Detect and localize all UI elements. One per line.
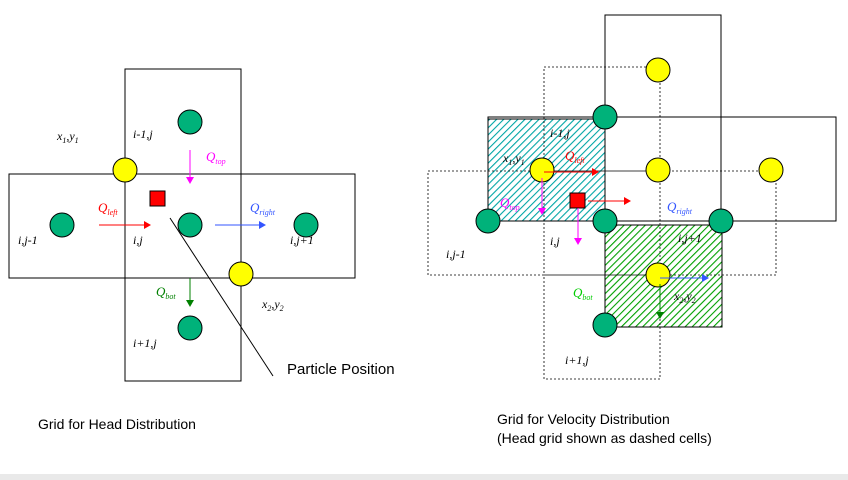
head-grid-cells bbox=[8, 68, 356, 382]
velocity-node-3 bbox=[592, 208, 618, 234]
node-left bbox=[49, 212, 75, 238]
velocity-corner-label-x1y1: x1,y1 bbox=[502, 151, 525, 167]
velocity-node-4 bbox=[708, 208, 734, 234]
velocity-cell-label-left: i,j-1 bbox=[446, 247, 466, 261]
velocity-corner-node-5 bbox=[645, 262, 671, 288]
corner-label-x2y2: x2,y2 bbox=[261, 297, 284, 313]
velocity-q-bot-label: Qbot bbox=[573, 285, 593, 302]
velocity-node-1 bbox=[592, 104, 618, 130]
velocity-particle-marker bbox=[569, 192, 586, 209]
velocity-q-top-label: Qtop bbox=[500, 195, 520, 212]
node-top bbox=[177, 109, 203, 135]
particle-pointer-line bbox=[169, 217, 274, 377]
particle-marker bbox=[149, 190, 166, 207]
dashed-cell-bottom bbox=[543, 274, 661, 380]
corner-node-x2y2 bbox=[228, 261, 254, 287]
head-grid-caption: Grid for Head Distribution bbox=[38, 416, 196, 432]
velocity-corner-label-x2y2: x2,y2 bbox=[673, 289, 696, 305]
velocity-q-left-label: Qleft bbox=[565, 148, 585, 165]
q-top-label: Qtop bbox=[206, 149, 226, 166]
head-grid-diagram: i-1,j i,j-1 i,j i,j+1 i+1,j x1,y1 x2,y2 … bbox=[8, 68, 395, 432]
cell-label-center: i,j bbox=[133, 233, 143, 247]
velocity-corner-node-4 bbox=[758, 157, 784, 183]
dashed-head-grid bbox=[427, 66, 777, 380]
bottom-strip bbox=[0, 474, 848, 480]
q-left-label: Qleft bbox=[98, 200, 118, 217]
corner-label-x1y1: x1,y1 bbox=[56, 129, 79, 145]
velocity-q-right-label: Qright bbox=[667, 199, 693, 216]
q-bot-label: Qbot bbox=[156, 284, 176, 301]
velocity-cell-label-bottom: i+1,j bbox=[565, 353, 589, 367]
node-bottom bbox=[177, 315, 203, 341]
cell-label-top: i-1,j bbox=[133, 127, 153, 141]
velocity-grid-caption-line1: Grid for Velocity Distribution bbox=[497, 411, 670, 427]
velocity-grid-diagram: i-1,j i,j-1 i,j i,j+1 i+1,j x1,y1 x2,y2 … bbox=[427, 14, 837, 446]
q-right-label: Qright bbox=[250, 200, 276, 217]
cell-bottom bbox=[124, 277, 242, 382]
node-right bbox=[293, 212, 319, 238]
velocity-cell-label-top: i-1,j bbox=[550, 126, 570, 140]
velocity-corner-node-3 bbox=[645, 157, 671, 183]
cell-label-bottom: i+1,j bbox=[133, 336, 157, 350]
cell-label-right: i,j+1 bbox=[290, 233, 314, 247]
velocity-cell-label-right: i,j+1 bbox=[678, 231, 702, 245]
cell-label-left: i,j-1 bbox=[18, 233, 38, 247]
velocity-cell-label-center: i,j bbox=[550, 234, 560, 248]
velocity-grid-cells bbox=[487, 14, 837, 222]
velocity-node-5 bbox=[592, 312, 618, 338]
node-center bbox=[177, 212, 203, 238]
particle-position-label: Particle Position bbox=[287, 361, 395, 378]
velocity-cell-row bbox=[487, 116, 837, 222]
corner-node-x1y1 bbox=[112, 157, 138, 183]
velocity-node-2 bbox=[475, 208, 501, 234]
velocity-grid-caption-line2: (Head grid shown as dashed cells) bbox=[497, 430, 712, 446]
velocity-corner-node-1 bbox=[645, 57, 671, 83]
